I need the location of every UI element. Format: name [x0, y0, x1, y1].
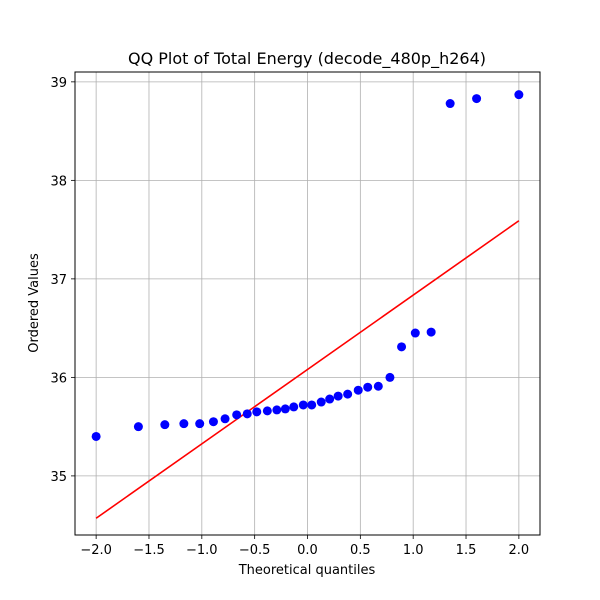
data-point: [252, 407, 262, 417]
data-point: [242, 409, 252, 419]
data-point: [289, 402, 299, 412]
y-axis-ticks: 35 36 37 38 39: [50, 76, 75, 485]
data-point: [91, 431, 101, 441]
fit-line: [95, 220, 520, 519]
data-point: [426, 327, 436, 337]
x-tick-label: 1.0: [403, 543, 424, 558]
x-tick-label: −2.0: [80, 543, 112, 558]
x-tick-label: 0.5: [350, 543, 371, 558]
x-tick-label: 2.0: [509, 543, 530, 558]
data-point: [373, 381, 383, 391]
x-tick-label: −0.5: [239, 543, 271, 558]
y-tick-label: 37: [50, 273, 67, 288]
x-tick-label: −1.0: [186, 543, 218, 558]
data-point: [385, 372, 395, 382]
data-point: [272, 405, 282, 415]
data-point: [445, 99, 455, 109]
x-tick-label: 0.0: [297, 543, 318, 558]
data-point: [160, 420, 170, 430]
y-tick-label: 38: [50, 174, 67, 189]
data-point: [514, 90, 524, 100]
data-point: [316, 397, 326, 407]
data-point: [343, 389, 353, 399]
data-point: [397, 342, 407, 352]
data-points: [91, 90, 524, 441]
fit-line-group: [95, 220, 520, 519]
data-point: [232, 410, 242, 420]
data-point: [195, 419, 205, 429]
y-tick-label: 39: [50, 76, 67, 91]
x-axis-ticks: −2.0 −1.5 −1.0 −0.5 0.0 0.5 1.0 1.5 2.0: [80, 535, 529, 558]
data-point: [298, 400, 308, 410]
data-point: [280, 404, 290, 414]
data-point: [262, 406, 272, 416]
data-point: [133, 422, 143, 432]
data-point: [333, 391, 343, 401]
data-point: [410, 328, 420, 338]
data-point: [325, 394, 335, 404]
y-tick-label: 35: [50, 470, 67, 485]
y-axis-label: Ordered Values: [27, 253, 42, 353]
data-point: [307, 400, 317, 410]
data-point: [353, 385, 363, 395]
data-point: [208, 417, 218, 427]
data-point: [179, 419, 189, 429]
data-point: [220, 414, 230, 424]
data-point: [472, 94, 482, 104]
x-tick-label: −1.5: [133, 543, 165, 558]
chart-title: QQ Plot of Total Energy (decode_480p_h26…: [128, 49, 486, 69]
x-axis-label: Theoretical quantiles: [238, 563, 376, 578]
data-point: [363, 382, 373, 392]
y-tick-label: 36: [50, 371, 67, 386]
grid: [75, 72, 540, 535]
x-tick-label: 1.5: [456, 543, 477, 558]
